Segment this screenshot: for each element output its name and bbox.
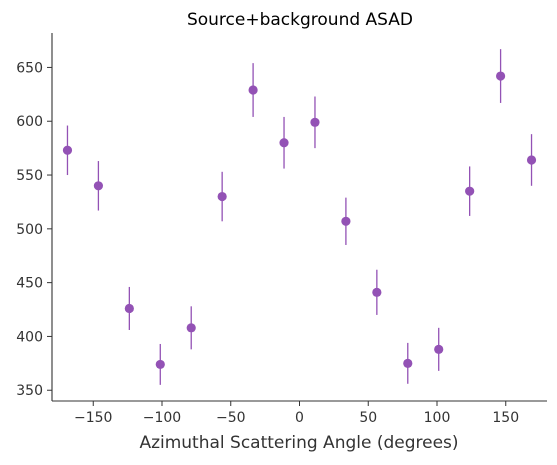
- data-points: [62, 49, 537, 385]
- x-axis-ticks: −150 −100 −50 0 50 100 150: [74, 401, 519, 426]
- y-tick-label: 500: [16, 222, 43, 238]
- data-point: [62, 145, 73, 155]
- x-axis-label: Azimuthal Scattering Angle (degrees): [139, 433, 458, 453]
- data-point: [124, 303, 134, 314]
- data-point: [310, 117, 320, 127]
- data-point: [341, 216, 351, 226]
- data-point: [279, 138, 289, 148]
- x-tick-label: −150: [74, 410, 112, 426]
- x-tick-label: 0: [295, 410, 304, 426]
- chart-title: Source+background ASAD: [187, 10, 413, 30]
- y-axis-ticks: 350 400 450 500 550 600 650: [16, 60, 52, 399]
- x-tick-label: 100: [424, 410, 451, 426]
- data-point: [372, 287, 382, 297]
- y-tick-label: 400: [16, 329, 43, 345]
- data-point: [248, 85, 258, 95]
- plot-area: −150 −100 −50 0 50 100 150 350 400 450 500 550 600 6…: [16, 33, 547, 426]
- data-point: [186, 323, 196, 333]
- x-tick-label: −100: [143, 410, 181, 426]
- x-tick-label: −50: [216, 410, 246, 426]
- data-point: [93, 181, 104, 191]
- data-point: [495, 71, 506, 81]
- data-point: [217, 191, 227, 202]
- y-tick-label: 350: [16, 383, 43, 399]
- data-point: [465, 186, 475, 196]
- y-tick-label: 600: [16, 114, 43, 130]
- data-point: [403, 358, 413, 368]
- data-point: [526, 155, 537, 165]
- y-tick-label: 650: [16, 60, 43, 76]
- y-tick-label: 550: [16, 168, 43, 184]
- x-tick-label: 150: [492, 410, 519, 426]
- x-tick-label: 50: [359, 410, 377, 426]
- data-point: [155, 359, 165, 370]
- data-point: [434, 344, 444, 354]
- y-tick-label: 450: [16, 276, 43, 292]
